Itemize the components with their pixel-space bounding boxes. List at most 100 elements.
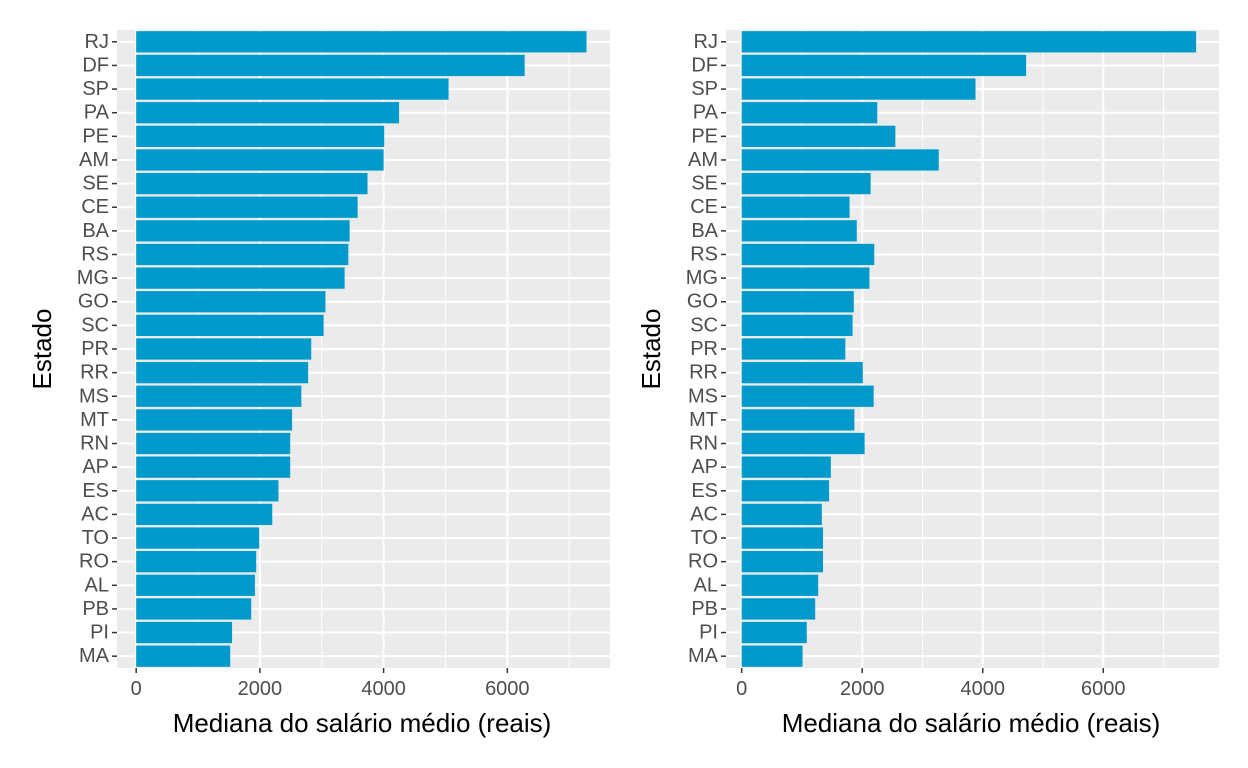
y-tick-label: MS: [79, 385, 109, 407]
y-tick-label: BA: [82, 220, 109, 242]
bar-se: [136, 172, 368, 195]
bar-df: [136, 54, 525, 77]
bar-ba: [136, 220, 350, 242]
bar-es: [136, 480, 279, 502]
y-tick-label: RR: [689, 362, 718, 384]
y-tick-label: RS: [81, 243, 109, 265]
y-tick-label: MA: [688, 645, 719, 667]
bar-am: [741, 149, 939, 171]
y-axis-title: Estado: [27, 309, 57, 390]
bar-pr: [136, 338, 312, 360]
y-tick-label: AC: [690, 503, 718, 525]
y-tick-label: SE: [691, 173, 718, 195]
bar-sc: [741, 314, 853, 337]
y-tick-label: PR: [690, 338, 718, 360]
bar-pr: [741, 338, 846, 360]
bar-rn: [741, 432, 865, 455]
bar-ro: [136, 551, 257, 573]
x-axis-title: Mediana do salário médio (reais): [782, 708, 1161, 738]
bar-sc: [136, 314, 324, 337]
y-tick-label: ES: [82, 480, 109, 502]
x-axis-title: Mediana do salário médio (reais): [173, 708, 552, 738]
y-tick-label: AP: [82, 456, 109, 478]
x-tick-label: 6000: [485, 678, 530, 700]
y-tick-label: RJ: [694, 31, 718, 53]
bar-rr: [741, 361, 863, 384]
x-tick-label: 4000: [361, 678, 406, 700]
bar-ms: [741, 385, 874, 407]
bar-rn: [136, 432, 291, 455]
y-tick-label: TO: [691, 527, 718, 549]
y-tick-label: SC: [690, 314, 718, 336]
bar-ma: [136, 645, 231, 667]
y-tick-label: RJ: [85, 31, 109, 53]
bar-se: [741, 172, 871, 195]
y-tick-label: MA: [79, 645, 110, 667]
y-tick-label: RO: [79, 551, 109, 573]
bar-pe: [741, 125, 896, 147]
x-tick-label: 0: [131, 678, 142, 700]
y-tick-label: GO: [78, 291, 109, 313]
bar-ba: [741, 220, 857, 242]
y-tick-label: MG: [686, 267, 718, 289]
y-tick-label: MT: [689, 409, 718, 431]
bar-pa: [741, 102, 878, 124]
y-tick-label: PA: [693, 102, 719, 124]
y-tick-label: AL: [85, 574, 109, 596]
y-tick-label: PB: [691, 598, 718, 620]
bar-al: [741, 574, 819, 596]
y-tick-label: SP: [82, 78, 109, 100]
bar-es: [741, 480, 830, 502]
bar-sp: [741, 78, 976, 100]
bar-mg: [741, 267, 870, 289]
bar-ms: [136, 385, 302, 407]
y-tick-label: PI: [699, 622, 718, 644]
y-tick-label: CE: [81, 196, 109, 218]
y-tick-label: DF: [691, 54, 718, 76]
bar-ro: [741, 551, 824, 573]
y-tick-label: AP: [691, 456, 718, 478]
bar-pi: [741, 621, 807, 644]
y-tick-label: MG: [77, 267, 109, 289]
bar-df: [741, 54, 1027, 77]
bar-rj: [741, 31, 1197, 53]
bar-ce: [136, 196, 358, 218]
y-axis-title: Estado: [636, 309, 666, 390]
y-tick-label: SE: [82, 173, 109, 195]
bar-am: [136, 149, 384, 171]
bar-ap: [136, 456, 291, 478]
bar-go: [136, 291, 326, 313]
bar-pi: [136, 621, 233, 644]
bar-go: [741, 291, 854, 313]
bar-mt: [136, 409, 293, 431]
bar-rr: [136, 361, 309, 384]
bar-mg: [136, 267, 345, 289]
bar-to: [741, 527, 824, 549]
x-tick-label: 0: [736, 678, 747, 700]
right-bar-chart: RJDFSPPAPEAMSECEBARSMGGOSCPRRRMSMTRNAPES…: [636, 30, 1219, 738]
bar-rj: [136, 31, 587, 53]
y-tick-label: PB: [82, 598, 109, 620]
y-tick-label: AC: [81, 503, 109, 525]
bar-to: [136, 527, 260, 549]
bar-ce: [741, 196, 850, 218]
y-tick-label: SP: [691, 78, 718, 100]
bar-rs: [741, 243, 875, 266]
bar-ma: [741, 645, 803, 667]
y-tick-label: ES: [691, 480, 718, 502]
x-tick-label: 6000: [1081, 678, 1126, 700]
x-tick-label: 2000: [238, 678, 283, 700]
bar-pe: [136, 125, 385, 147]
y-tick-label: DF: [82, 54, 109, 76]
y-tick-label: TO: [82, 527, 109, 549]
y-tick-label: PR: [81, 338, 109, 360]
x-tick-label: 2000: [840, 678, 885, 700]
bar-pa: [136, 102, 400, 124]
bar-mt: [741, 409, 855, 431]
bar-rs: [136, 243, 349, 266]
y-tick-label: RR: [80, 362, 109, 384]
bar-ac: [136, 503, 273, 526]
bar-pb: [136, 598, 252, 620]
y-tick-label: GO: [687, 291, 718, 313]
